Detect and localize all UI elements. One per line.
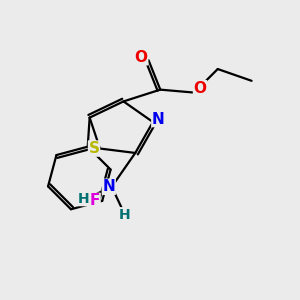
Text: S: S [88, 141, 100, 156]
Text: O: O [194, 81, 207, 96]
Text: N: N [152, 112, 165, 127]
Text: H: H [77, 192, 89, 206]
Text: N: N [102, 179, 115, 194]
Text: O: O [135, 50, 148, 65]
Text: F: F [90, 194, 100, 208]
Text: H: H [119, 208, 131, 222]
